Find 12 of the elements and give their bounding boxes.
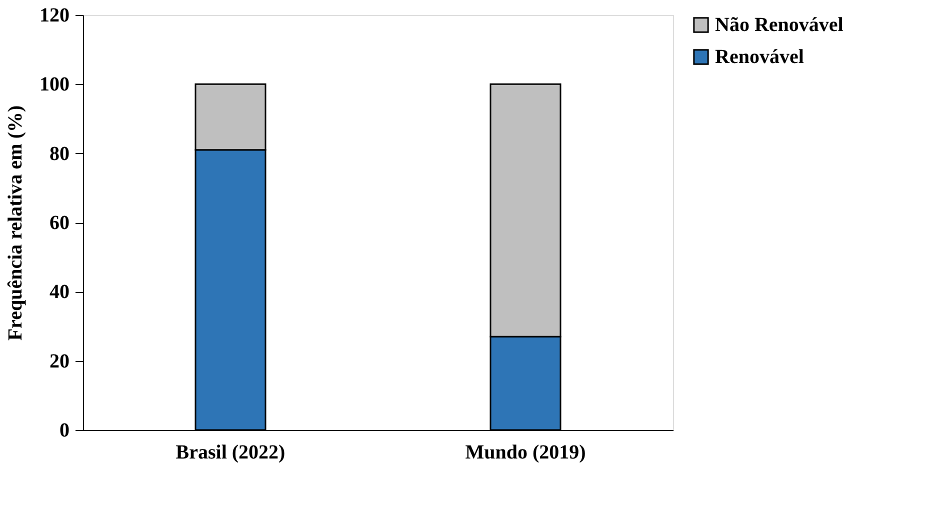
y-tick-label: 20 — [50, 350, 70, 372]
y-tick-label: 60 — [50, 212, 70, 234]
y-tick-label: 120 — [40, 4, 70, 26]
x-tick-label: Brasil (2022) — [176, 442, 286, 464]
y-tick-label: 40 — [50, 281, 70, 304]
x-tick-label: Mundo (2019) — [465, 442, 586, 464]
legend-label: Não Renovável — [715, 14, 844, 36]
y-tick-label: 80 — [50, 142, 70, 165]
y-tick-label: 0 — [60, 420, 70, 442]
legend-label: Renovável — [715, 46, 804, 68]
y-axis-title: Frequência relativa em (%) — [4, 105, 26, 341]
y-tick-label: 100 — [40, 74, 70, 96]
